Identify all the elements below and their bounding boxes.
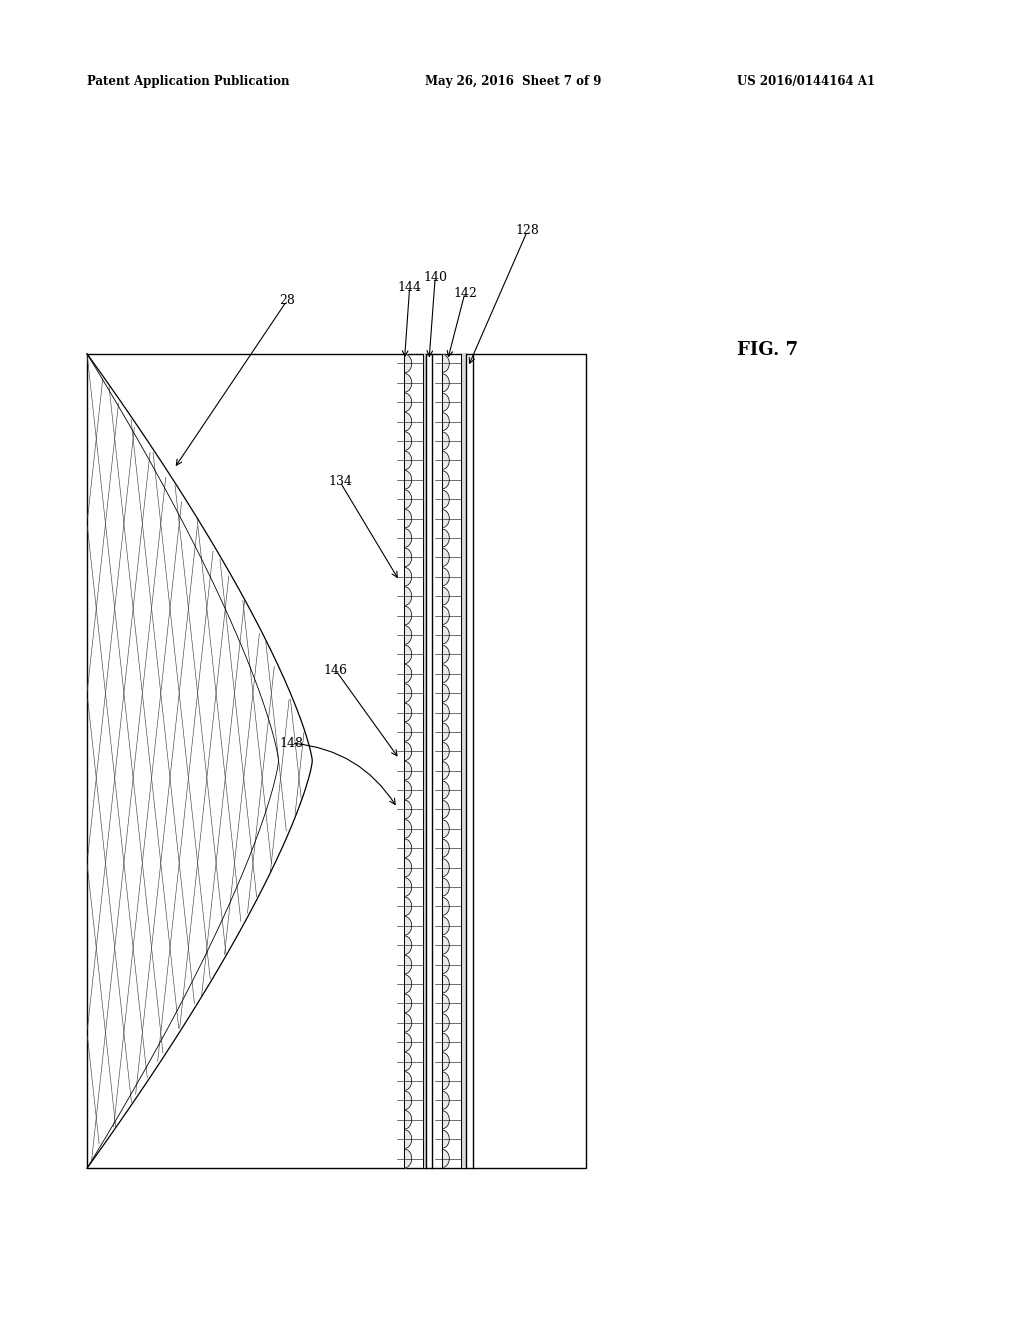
Polygon shape <box>442 917 450 935</box>
Polygon shape <box>442 781 450 799</box>
Polygon shape <box>442 800 450 818</box>
Polygon shape <box>442 510 450 528</box>
Polygon shape <box>442 645 450 663</box>
Polygon shape <box>442 626 450 644</box>
Polygon shape <box>404 684 412 702</box>
Polygon shape <box>404 451 412 470</box>
Polygon shape <box>404 858 412 876</box>
Polygon shape <box>442 451 450 470</box>
Polygon shape <box>442 393 450 411</box>
Polygon shape <box>404 916 412 935</box>
Polygon shape <box>404 742 412 760</box>
Polygon shape <box>404 664 412 682</box>
Polygon shape <box>442 568 450 586</box>
Polygon shape <box>404 974 412 993</box>
Polygon shape <box>442 1014 450 1032</box>
Polygon shape <box>404 1072 412 1090</box>
Polygon shape <box>442 1150 450 1167</box>
Polygon shape <box>442 548 450 566</box>
Polygon shape <box>404 568 412 586</box>
Polygon shape <box>442 723 450 741</box>
Polygon shape <box>442 490 450 508</box>
Text: 28: 28 <box>279 294 295 308</box>
Polygon shape <box>442 742 450 760</box>
Polygon shape <box>442 1034 450 1051</box>
Polygon shape <box>404 606 412 624</box>
Polygon shape <box>404 510 412 528</box>
Polygon shape <box>404 820 412 838</box>
Polygon shape <box>404 762 412 780</box>
Polygon shape <box>442 607 450 624</box>
Polygon shape <box>404 956 412 974</box>
Polygon shape <box>442 859 450 876</box>
Polygon shape <box>442 820 450 838</box>
Polygon shape <box>404 780 412 800</box>
Polygon shape <box>442 956 450 974</box>
Text: FIG. 7: FIG. 7 <box>737 341 799 359</box>
Polygon shape <box>404 1150 412 1168</box>
Text: 144: 144 <box>397 281 422 294</box>
Polygon shape <box>404 1130 412 1148</box>
Bar <box>87 354 586 1168</box>
Polygon shape <box>442 1052 450 1071</box>
Polygon shape <box>404 704 412 722</box>
Polygon shape <box>404 587 412 606</box>
Polygon shape <box>442 1111 450 1129</box>
Polygon shape <box>404 1032 412 1052</box>
Polygon shape <box>404 722 412 742</box>
Polygon shape <box>404 878 412 896</box>
Polygon shape <box>442 994 450 1012</box>
Text: Patent Application Publication: Patent Application Publication <box>87 75 290 88</box>
Polygon shape <box>404 470 412 490</box>
Text: 128: 128 <box>515 224 540 238</box>
Bar <box>423 354 426 1168</box>
Polygon shape <box>404 1052 412 1071</box>
Text: 134: 134 <box>328 475 352 488</box>
Polygon shape <box>442 1130 450 1148</box>
Polygon shape <box>442 704 450 722</box>
Polygon shape <box>404 645 412 664</box>
Polygon shape <box>442 898 450 915</box>
Polygon shape <box>442 936 450 954</box>
Bar <box>461 354 466 1168</box>
Text: 140: 140 <box>423 271 447 284</box>
Polygon shape <box>442 665 450 682</box>
Text: 146: 146 <box>324 664 348 677</box>
Polygon shape <box>404 490 412 508</box>
Polygon shape <box>442 762 450 780</box>
Text: US 2016/0144164 A1: US 2016/0144164 A1 <box>737 75 876 88</box>
Polygon shape <box>404 1092 412 1110</box>
Polygon shape <box>404 800 412 818</box>
Text: 148: 148 <box>280 737 304 750</box>
Polygon shape <box>442 1092 450 1109</box>
Polygon shape <box>404 994 412 1012</box>
Polygon shape <box>404 432 412 450</box>
Polygon shape <box>404 1110 412 1129</box>
Polygon shape <box>442 1072 450 1090</box>
Polygon shape <box>404 354 412 372</box>
Polygon shape <box>404 936 412 954</box>
Polygon shape <box>442 684 450 702</box>
Polygon shape <box>442 471 450 488</box>
Polygon shape <box>404 1014 412 1032</box>
Polygon shape <box>404 529 412 548</box>
Polygon shape <box>404 548 412 566</box>
Polygon shape <box>442 529 450 546</box>
Polygon shape <box>442 975 450 993</box>
Polygon shape <box>404 393 412 412</box>
Polygon shape <box>442 587 450 605</box>
Text: 142: 142 <box>453 286 477 300</box>
Text: May 26, 2016  Sheet 7 of 9: May 26, 2016 Sheet 7 of 9 <box>425 75 601 88</box>
Polygon shape <box>442 878 450 896</box>
Polygon shape <box>442 374 450 392</box>
Polygon shape <box>404 898 412 916</box>
Polygon shape <box>404 626 412 644</box>
Polygon shape <box>442 355 450 372</box>
Polygon shape <box>442 840 450 857</box>
Polygon shape <box>404 412 412 430</box>
Polygon shape <box>442 413 450 430</box>
Polygon shape <box>404 840 412 858</box>
Polygon shape <box>404 374 412 392</box>
Polygon shape <box>442 432 450 450</box>
